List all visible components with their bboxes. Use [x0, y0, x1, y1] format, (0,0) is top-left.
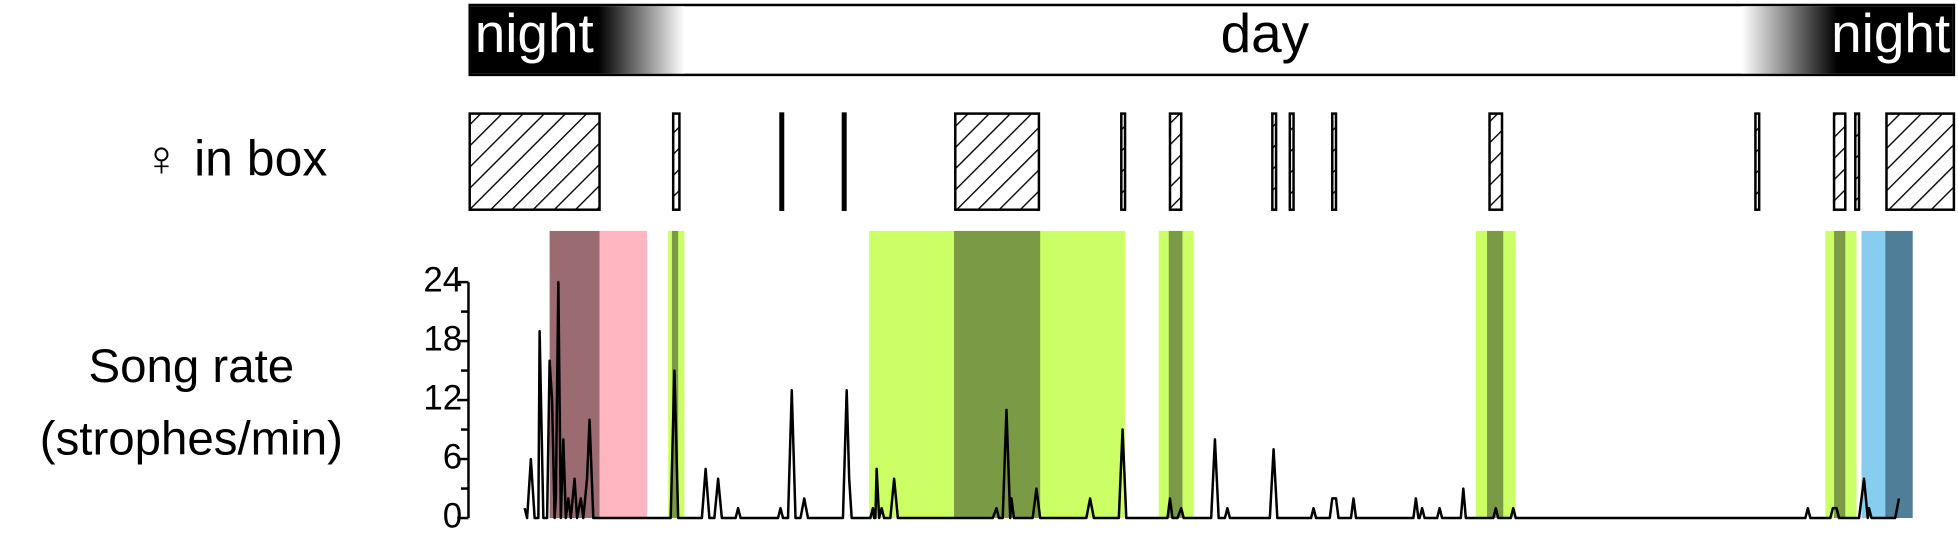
period	[1168, 230, 1183, 519]
female-interval	[1288, 112, 1295, 211]
period	[1487, 230, 1504, 519]
female-interval	[1885, 112, 1956, 211]
y-axis-label: (strophes/min)	[40, 412, 343, 465]
night-label: night	[1831, 2, 1950, 64]
period	[1834, 230, 1846, 519]
female-interval	[671, 112, 681, 211]
female-interval	[779, 112, 785, 211]
y-tick-label: 18	[423, 319, 462, 358]
period	[1885, 230, 1913, 519]
female-interval	[1854, 112, 1861, 211]
period	[599, 230, 647, 519]
female-interval	[841, 112, 847, 211]
female-interval	[1754, 112, 1761, 211]
y-tick-label: 6	[443, 437, 462, 476]
female-in-box	[468, 112, 1956, 211]
y-axis: 0 6 12 18 24	[423, 260, 470, 535]
period	[1861, 230, 1886, 519]
night-label: night	[475, 2, 594, 64]
female-label: ♀ in box	[143, 130, 328, 186]
female-interval	[1168, 112, 1183, 211]
female-interval	[1120, 112, 1127, 211]
y-axis-label: Song rate	[89, 340, 295, 393]
female-interval	[1271, 112, 1278, 211]
song-rate-line	[523, 280, 1901, 520]
female-interval	[1832, 112, 1847, 211]
day-night-bar: night day night	[468, 2, 1956, 77]
plot	[523, 280, 1901, 520]
y-tick-label: 0	[443, 496, 462, 535]
female-interval	[954, 112, 1041, 211]
periods	[549, 230, 1913, 519]
female-interval	[1488, 112, 1504, 211]
day-label: day	[1221, 2, 1310, 64]
y-tick-label: 12	[423, 378, 462, 417]
period	[954, 230, 1041, 519]
female-interval	[468, 112, 601, 211]
y-tick-label: 24	[423, 260, 462, 299]
female-interval	[1331, 112, 1338, 211]
